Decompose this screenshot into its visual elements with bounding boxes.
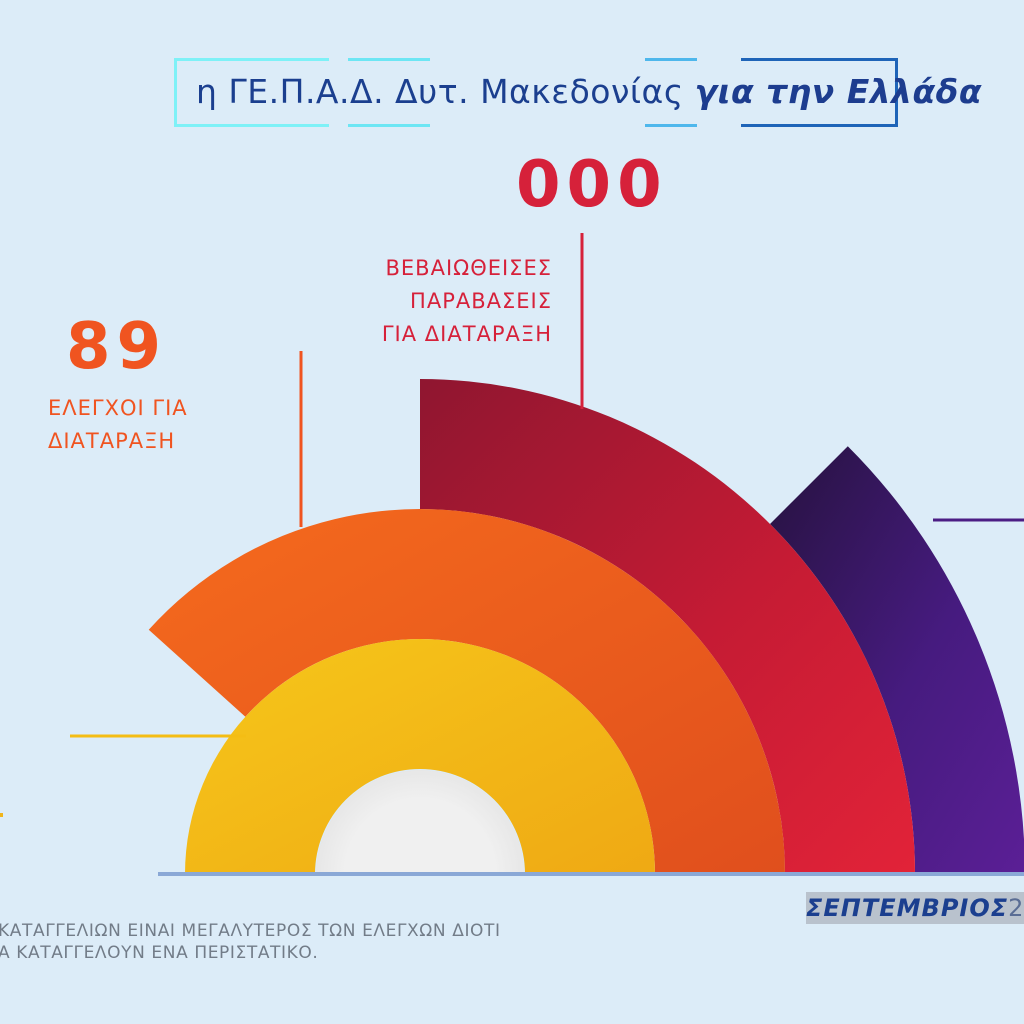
violations-label-line: ΠΑΡΑΒΑΣΕΙΣ [410, 289, 552, 313]
month-name: ΣΕΠΤΕΜΒΡΙΟΣ [806, 894, 1009, 922]
page-title: η ΓΕ.Π.Α.Δ. Δυτ. Μακεδονίας για την Ελλά… [196, 72, 982, 111]
checks-label: ΕΛΕΓΧΟΙ ΓΙΑ ΔΙΑΤΑΡΑΞΗ [48, 392, 188, 458]
violations-label-line: ΒΕΒΑΙΩΘΕΙΣΕΣ [385, 256, 552, 280]
frame-segment [741, 124, 898, 127]
title-prefix: η ΓΕ.Π.Α.Δ. Δυτ. Μακεδονίας [196, 72, 695, 111]
frame-segment [348, 124, 430, 127]
checks-value: 89 [66, 310, 168, 384]
frame-segment [174, 58, 329, 61]
purple-ring [770, 446, 1024, 874]
violations-label: ΒΕΒΑΙΩΘΕΙΣΕΣ ΠΑΡΑΒΑΣΕΙΣ ΓΙΑ ΔΙΑΤΑΡΑΞΗ [360, 252, 552, 351]
violations-label-line: ΓΙΑ ΔΙΑΤΑΡΑΞΗ [381, 322, 552, 346]
frame-segment [741, 58, 898, 61]
footnote: ΚΑΤΑΓΓΕΛΙΩΝ ΕΙΝΑΙ ΜΕΓΑΛΥΤΕΡΟΣ ΤΩΝ ΕΛΕΓΧΩ… [0, 920, 501, 964]
footnote-line: Α ΚΑΤΑΓΓΕΛΟΥΝ ΕΝΑ ΠΕΡΙΣΤΑΤΙΚΟ. [0, 943, 319, 963]
frame-segment [895, 58, 898, 127]
frame-segment [645, 124, 697, 127]
left-accent-mark [0, 813, 3, 817]
frame-segment [174, 58, 177, 127]
header-frame [174, 58, 898, 127]
month-year: 202 [1008, 894, 1024, 922]
checks-label-line: ΕΛΕΓΧΟΙ ΓΙΑ [48, 396, 188, 420]
red-ring [420, 379, 915, 874]
frame-segment [348, 58, 430, 61]
orange-ring [148, 508, 785, 874]
footnote-line: ΚΑΤΑΓΓΕΛΙΩΝ ΕΙΝΑΙ ΜΕΓΑΛΥΤΕΡΟΣ ΤΩΝ ΕΛΕΓΧΩ… [0, 921, 501, 941]
guide-lines [0, 233, 1024, 817]
frame-segment [645, 58, 697, 61]
frame-segment [174, 124, 329, 127]
checks-label-line: ΔΙΑΤΑΡΑΞΗ [48, 429, 176, 453]
month-badge: ΣΕΠΤΕΜΒΡΙΟΣ202 [806, 892, 1024, 924]
yellow-ring [185, 639, 655, 874]
title-emphasis: για την Ελλάδα [694, 72, 983, 111]
violations-value: 000 [516, 148, 668, 222]
